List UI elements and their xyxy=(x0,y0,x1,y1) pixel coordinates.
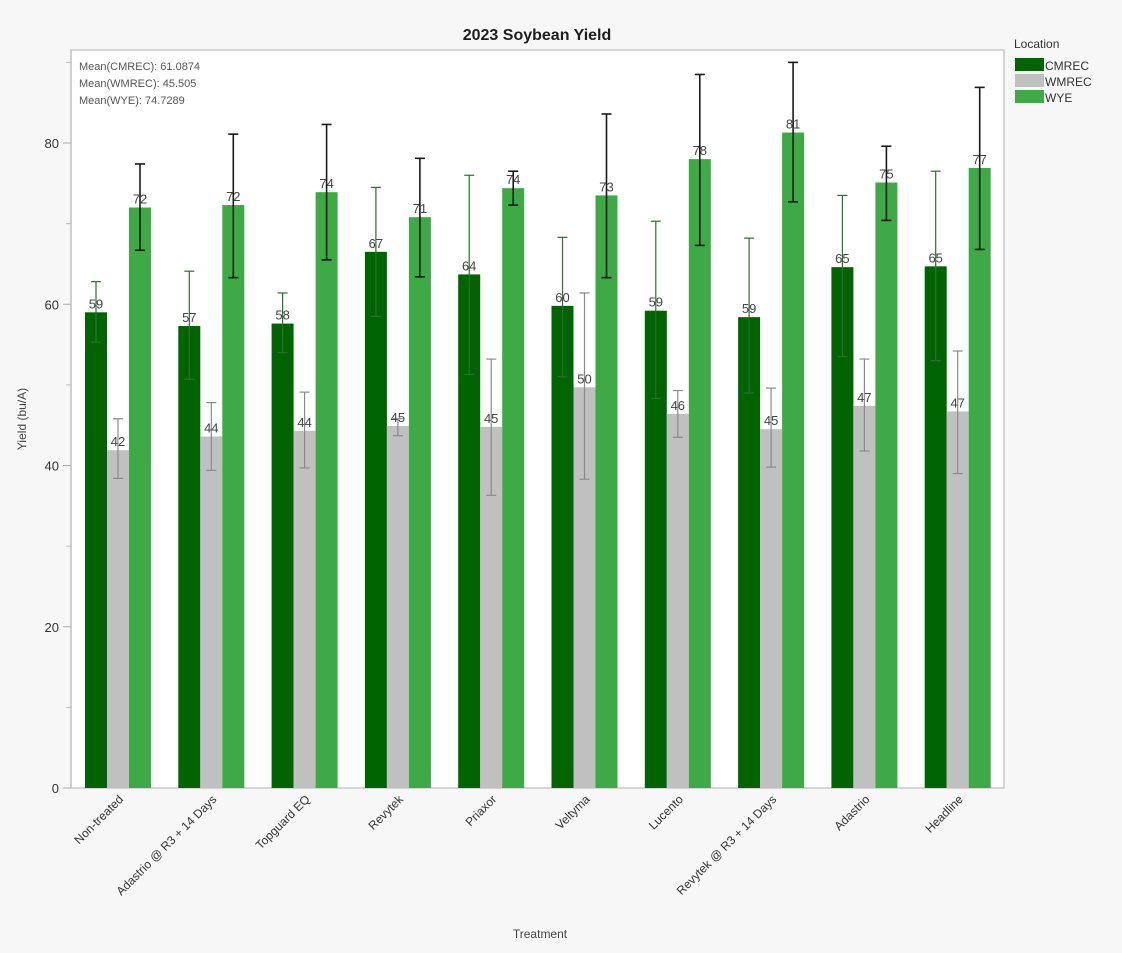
value-label: 72 xyxy=(133,192,147,207)
x-category-label: Adastrio xyxy=(831,792,872,833)
bar-wye xyxy=(502,188,525,788)
mean-annotations: Mean(CMREC): 61.0874 Mean(WMREC): 45.505 M… xyxy=(79,61,200,107)
bar-wmrec xyxy=(107,450,129,788)
y-tick-label: 0 xyxy=(52,781,59,796)
x-category-label: Revytek @ R3 + 14 Days xyxy=(674,792,780,898)
value-label: 47 xyxy=(857,390,871,405)
value-label: 47 xyxy=(950,395,964,410)
x-category-label: Priaxor xyxy=(463,792,500,829)
bar-wye xyxy=(782,132,805,789)
value-label: 57 xyxy=(182,310,196,325)
value-label: 74 xyxy=(506,172,520,187)
legend-item-cmrec: CMREC xyxy=(1045,59,1089,73)
y-tick-label: 60 xyxy=(45,297,59,312)
bar-wmrec xyxy=(293,430,316,788)
value-label: 78 xyxy=(693,143,707,158)
value-label: 59 xyxy=(742,301,756,316)
bar-cmrec xyxy=(178,326,201,788)
mean-annotation: Mean(WYE): 74.7289 xyxy=(79,95,185,107)
value-label: 77 xyxy=(972,152,986,167)
bar-wmrec xyxy=(666,413,689,788)
value-label: 45 xyxy=(391,410,405,425)
y-tick-label: 80 xyxy=(45,136,59,151)
bar-wye xyxy=(315,192,338,788)
value-label: 44 xyxy=(297,415,311,430)
x-category-label: Veltyma xyxy=(553,792,593,832)
x-category-label: Revytek xyxy=(365,792,406,833)
bar-wmrec xyxy=(386,425,409,788)
x-category-label: Adastrio @ R3 + 14 Days xyxy=(113,792,219,898)
bar-cmrec xyxy=(551,305,574,788)
bar-series xyxy=(85,132,991,789)
bar-wye xyxy=(222,205,245,789)
bar-cmrec xyxy=(85,312,107,788)
bar-cmrec xyxy=(458,274,481,788)
bar-wye xyxy=(875,182,898,789)
value-label: 59 xyxy=(89,296,103,311)
bar-cmrec xyxy=(644,310,667,788)
bar-wmrec xyxy=(573,387,596,788)
mean-annotation: Mean(WMREC): 45.505 xyxy=(79,78,196,90)
value-label: 75 xyxy=(879,167,893,182)
bar-wye xyxy=(408,217,431,789)
bar-wmrec xyxy=(200,436,223,788)
value-label: 45 xyxy=(484,411,498,426)
y-tick-label: 20 xyxy=(45,620,59,635)
x-axis-label: Treatment xyxy=(513,927,568,941)
bar-cmrec xyxy=(831,267,854,789)
legend-swatch-wye xyxy=(1015,90,1044,103)
x-category-label: Lucento xyxy=(646,792,686,832)
value-label: 46 xyxy=(671,398,685,413)
legend-swatch-wmrec xyxy=(1015,74,1044,87)
bar-wmrec xyxy=(853,405,876,788)
value-label: 59 xyxy=(649,295,663,310)
legend-swatch-cmrec xyxy=(1015,58,1044,71)
value-label: 65 xyxy=(928,250,942,265)
value-label: 50 xyxy=(577,371,591,386)
value-label: 60 xyxy=(555,290,569,305)
value-labels: 59 42 72 57 44 72 58 44 74 67 45 71 64 45 74 60 50 73 59 46… xyxy=(89,117,987,450)
bar-cmrec xyxy=(364,251,387,788)
legend-title: Location xyxy=(1014,37,1059,51)
value-label: 67 xyxy=(369,236,383,251)
y-axis-label: Yield (bu/A) xyxy=(15,388,29,450)
legend-item-wmrec: WMREC xyxy=(1045,75,1092,89)
x-category-label: Topguard EQ xyxy=(253,792,313,852)
y-axis: 0 20 40 60 80 xyxy=(45,50,72,796)
bar-wye xyxy=(688,159,711,788)
mean-annotation: Mean(CMREC): 61.0874 xyxy=(79,61,200,73)
bar-cmrec xyxy=(738,317,761,788)
legend: Location CMREC WMREC WYE xyxy=(1014,37,1092,105)
bar-wye xyxy=(595,195,618,788)
bar-cmrec xyxy=(271,323,294,788)
value-label: 65 xyxy=(835,251,849,266)
value-label: 71 xyxy=(413,201,427,216)
bar-wye xyxy=(129,207,151,788)
value-label: 74 xyxy=(319,176,333,191)
value-label: 72 xyxy=(226,189,240,204)
chart-title: 2023 Soybean Yield xyxy=(463,27,612,44)
value-label: 81 xyxy=(786,117,800,132)
y-tick-label: 40 xyxy=(45,459,59,474)
value-label: 58 xyxy=(275,308,289,323)
value-label: 44 xyxy=(204,420,218,435)
bar-wye xyxy=(968,167,991,788)
bar-wmrec xyxy=(480,426,503,788)
x-category-label: Headline xyxy=(922,792,966,836)
error-bars xyxy=(91,61,985,496)
legend-item-wye: WYE xyxy=(1045,91,1072,105)
value-label: 64 xyxy=(462,258,476,273)
value-label: 42 xyxy=(111,434,125,449)
value-label: 45 xyxy=(764,413,778,428)
bar-wmrec xyxy=(760,429,783,788)
bar-cmrec xyxy=(924,266,947,788)
value-label: 73 xyxy=(599,179,613,194)
x-category-label: Non-treated xyxy=(71,792,126,847)
bar-wmrec xyxy=(946,411,969,788)
